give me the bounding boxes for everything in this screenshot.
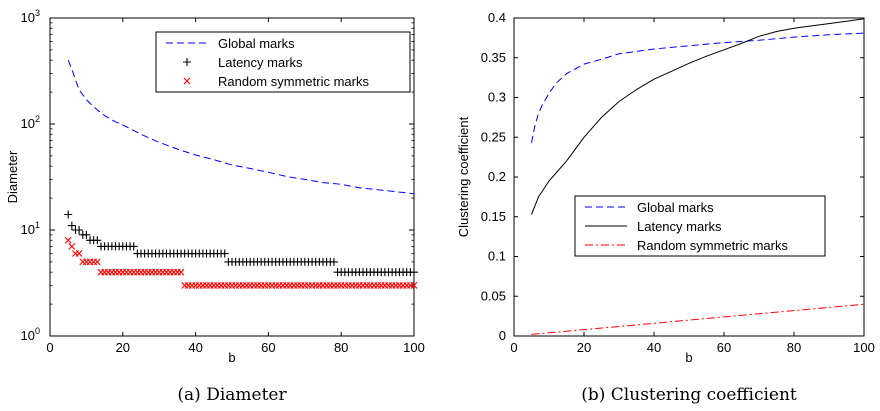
legend-label: Latency marks <box>218 55 303 70</box>
y-tick-label: 100 <box>21 326 40 343</box>
y-tick-label: 0 <box>499 328 506 343</box>
y-tick-exponent: 2 <box>35 114 40 124</box>
legend-label: Latency marks <box>637 219 722 234</box>
y-tick-base: 10 <box>21 116 35 131</box>
latency-marker <box>410 268 418 277</box>
latency-marker <box>93 236 102 245</box>
y-tick-label: 0.1 <box>488 249 506 264</box>
y-tick-exponent: 0 <box>35 326 40 336</box>
y-tick-label: 102 <box>21 114 40 131</box>
y-tick-base: 10 <box>21 222 35 237</box>
x-tick-label: 0 <box>510 340 517 355</box>
random-symmetric-marker <box>93 258 101 266</box>
random-symmetric-marker <box>64 236 72 244</box>
random-symmetric-marker <box>177 268 185 276</box>
y-tick-label: 0.35 <box>481 50 506 65</box>
random-symmetric-marker <box>68 243 76 250</box>
y-tick-label: 0.3 <box>488 90 506 105</box>
latency-marker <box>220 249 229 258</box>
latency-marker <box>75 226 84 234</box>
y-tick-label: 0.2 <box>488 169 506 184</box>
x-tick-label: 60 <box>261 340 275 355</box>
series-line-global-marks <box>531 32 865 143</box>
y-tick-label: 0.05 <box>481 288 506 303</box>
y-axis-label: Clustering coefficient <box>456 116 471 237</box>
clustering-coefficient-chart: 0 20 40 60 80 100 0 0.05 0.1 0.15 0.2 0.25 0.3 0.35 0.… <box>456 10 875 405</box>
latency-marker <box>64 210 73 219</box>
x-tick-label: 20 <box>116 340 130 355</box>
y-tick-exponent: 3 <box>35 8 40 18</box>
x-tick-label: 80 <box>334 340 348 355</box>
caption-b: (b) Clustering coefficient <box>581 385 797 405</box>
legend-swatch <box>183 77 191 85</box>
y-tick-base: 10 <box>21 10 35 25</box>
latency-marker <box>82 230 91 239</box>
y-axis-label: Diameter <box>5 150 20 203</box>
caption-a: (a) Diameter <box>177 385 287 405</box>
plot-area <box>49 17 415 337</box>
y-tick-label: 0.25 <box>481 129 506 144</box>
series-line-latency-marks <box>531 18 865 215</box>
legend-label: Global marks <box>637 200 714 215</box>
y-tick-label: 101 <box>21 220 40 237</box>
x-tick-label: 100 <box>853 340 875 355</box>
x-tick-label: 20 <box>577 340 591 355</box>
latency-marker <box>67 221 76 230</box>
random-symmetric-marker <box>410 282 418 289</box>
x-tick-label: 80 <box>787 340 801 355</box>
x-tick-label: 60 <box>717 340 731 355</box>
series-line-global-marks <box>67 60 415 195</box>
random-symmetric-marker <box>75 250 83 257</box>
series-line-random-symmetric-marks <box>531 303 865 335</box>
legend-label: Global marks <box>218 36 295 51</box>
latency-marker <box>329 257 338 266</box>
legend-box <box>155 31 411 93</box>
y-tick-base: 10 <box>21 328 35 343</box>
y-tick-label: 0.15 <box>481 209 506 224</box>
legend-label: Random symmetric marks <box>637 238 788 253</box>
x-tick-label: 100 <box>403 340 425 355</box>
x-tick-label: 0 <box>46 340 53 355</box>
legend-swatch <box>183 58 191 66</box>
y-tick-exponent: 1 <box>35 220 40 230</box>
x-tick-label: 40 <box>647 340 661 355</box>
x-tick-label: 40 <box>188 340 202 355</box>
x-axis-label: b <box>228 350 235 365</box>
y-tick-label: 0.4 <box>488 10 506 25</box>
legend-label: Random symmetric marks <box>218 74 369 89</box>
y-tick-label: 103 <box>21 8 40 25</box>
plot-area <box>513 17 865 337</box>
latency-marker <box>129 242 138 251</box>
x-axis-label: b <box>685 350 692 365</box>
